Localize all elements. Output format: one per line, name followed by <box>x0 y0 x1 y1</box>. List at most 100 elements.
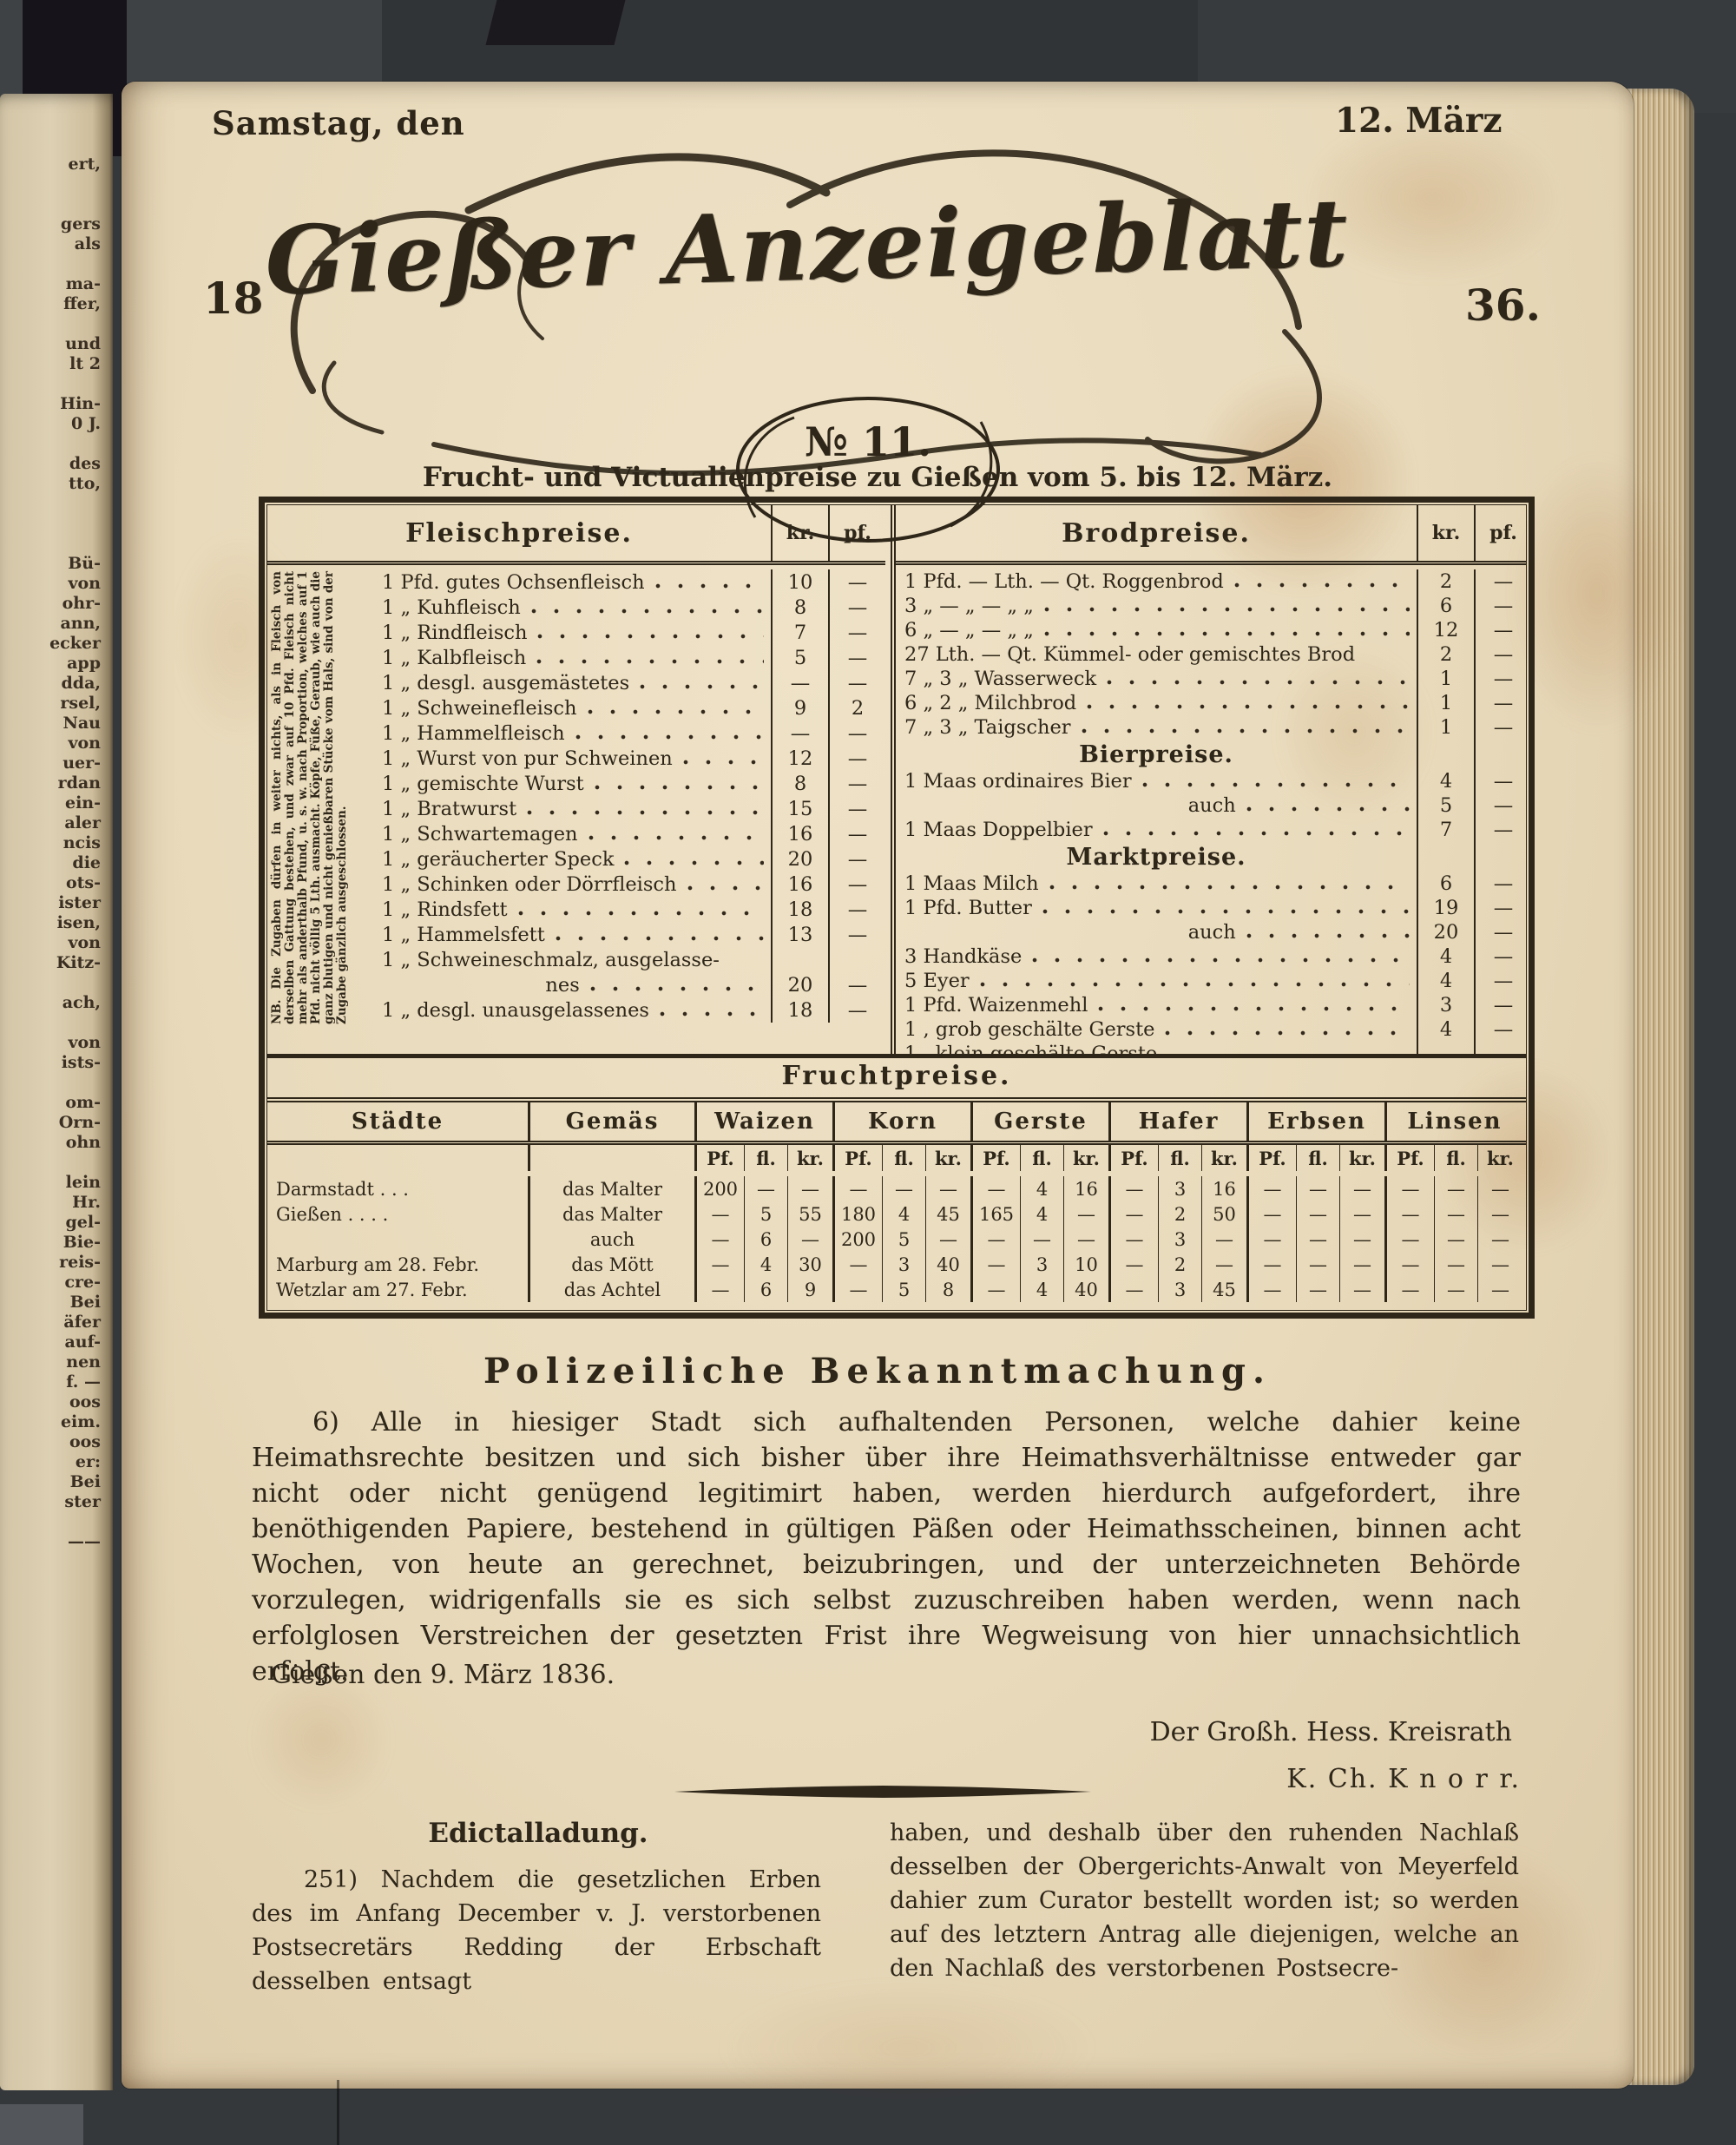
issue-flourish <box>736 397 1000 543</box>
col-grain: Korn <box>832 1102 970 1141</box>
year-right: 36. <box>1465 280 1541 331</box>
year-left: 18 <box>203 273 264 324</box>
dot-leader <box>1233 582 1410 589</box>
fruchtpreise-table: Städte Gemäs Waizen Korn Gerste Hafer Er… <box>267 1097 1526 1310</box>
markt-title: Marktpreise. <box>1066 843 1246 871</box>
price-row: 7 „ 3 „ Wasserweck 1— <box>896 667 1526 691</box>
dot-leader <box>1043 607 1410 614</box>
dot-leader <box>682 759 764 767</box>
price-row: 1 , klein geschälte Gerste — — <box>896 1042 1526 1054</box>
dot-leader <box>1042 909 1410 916</box>
price-row: 1 „ Kuhfleisch 8— <box>267 595 885 620</box>
price-row: 1 „ Schweinefleisch 9 2 <box>267 695 885 720</box>
col-gemaes: Gemäs <box>528 1102 694 1141</box>
dot-leader <box>1032 957 1410 964</box>
brod-header: Brodpreise. kr. pf. <box>896 505 1526 565</box>
price-row: 1 „ Rindsfett 18— <box>267 897 885 922</box>
dot-leader <box>687 885 764 892</box>
frucht-row: auch —6—200 5— — — — —3— — — — — — — <box>267 1227 1526 1252</box>
price-row: 27 Lth. — Qt. Kümmel- oder gemischtes Br… <box>896 642 1526 667</box>
dot-leader <box>587 708 764 716</box>
announcement-heading: Polizeiliche Bekanntmachung. <box>483 1351 1272 1392</box>
dot-leader <box>1246 806 1410 813</box>
dot-leader <box>979 982 1410 989</box>
stain <box>1371 1844 1597 2061</box>
dot-leader <box>1141 782 1410 789</box>
frucht-row: Marburg am 28. Febr. das Mött —4 30—3 40—3 1… <box>267 1252 1526 1277</box>
price-row: auch 20— <box>896 920 1526 944</box>
brodpreise-section: Brodpreise. kr. pf. 1 Pfd. — Lth. — Qt. … <box>891 505 1526 1054</box>
dot-leader <box>517 910 764 918</box>
background-seam <box>337 2080 339 2145</box>
signature-title: Der Großh. Hess. Kreisrath <box>1149 1717 1512 1747</box>
bier-title: Bierpreise. <box>1079 740 1233 768</box>
dot-leader <box>537 633 764 641</box>
price-row: 1 „ Kalbfleisch 5— <box>267 645 885 670</box>
price-row: 1 „ Wurst von pur Schweinen 12— <box>267 746 885 771</box>
dot-leader <box>1102 831 1410 838</box>
price-row: 3 „ — „ — „ „ 6— <box>896 594 1526 618</box>
dot-leader <box>527 809 764 817</box>
kr-column-header: kr. <box>771 505 828 561</box>
dot-leader <box>1043 631 1410 638</box>
subtitle: Frucht- und Victualienpreise zu Gießen v… <box>422 462 1333 493</box>
dot-leader <box>659 1010 764 1018</box>
price-row: 6 „ — „ — „ „ 12— <box>896 618 1526 642</box>
stain <box>720 1983 1094 2113</box>
dot-leader <box>589 985 764 993</box>
price-table-frame: Fleischpreise. kr. pf. NB. Die Zugaben d… <box>259 497 1535 1319</box>
price-row: 5 Eyer 4— <box>896 969 1526 993</box>
dot-leader <box>640 683 764 691</box>
edictal-heading: Edictalladung. <box>428 1818 648 1849</box>
dot-leader <box>1087 704 1410 711</box>
price-row: 1 „ Schinken oder Dörrfleisch 16— <box>267 872 885 897</box>
edictal-left-column: 251) Nachdem die gesetzlichen Erben des … <box>252 1866 821 1995</box>
price-row: 1 Maas Milch 6— <box>896 872 1526 896</box>
weekday-header: Samstag, den <box>212 104 465 142</box>
brod-title: Brodpreise. <box>1062 517 1251 549</box>
price-row: nes 20— <box>267 972 885 997</box>
price-row: 1 „ Schweineschmalz, ausgelasse- <box>267 947 885 972</box>
price-row: 1 „ geräucherter Speck 20— <box>267 846 885 872</box>
stain <box>1441 1063 1614 1253</box>
section-heading-row: Bierpreise. <box>896 740 1526 769</box>
dot-leader <box>555 935 764 943</box>
price-row: 1 „ Schwartemagen 16— <box>267 821 885 846</box>
dot-leader <box>536 658 764 666</box>
price-row: 1 „ gemischte Wurst 8— <box>267 771 885 796</box>
dot-leader <box>1049 885 1410 892</box>
stain <box>1510 455 1684 733</box>
dot-leader <box>1081 728 1410 735</box>
pf-column-header: pf. <box>1474 505 1526 561</box>
stain <box>252 1670 391 1809</box>
section-divider <box>674 1786 1091 1798</box>
stain <box>1302 116 1562 281</box>
dot-leader <box>1107 680 1410 687</box>
background-corner <box>0 2104 83 2145</box>
price-row: 1 „ Hammelfleisch — — <box>267 720 885 746</box>
nb-note: NB. Die Zugaben dürfen in weiter nichts,… <box>270 571 349 1024</box>
col-staedte: Städte <box>351 1109 444 1135</box>
edictal-right-column: haben, und deshalb über den ruhenden Nac… <box>890 1819 1519 1982</box>
fleisch-rows: 1 Pfd. gutes Ochsenfleisch 10— 1 „ Kuhfle… <box>267 565 885 1023</box>
price-row: 1 Pfd. Butter 19— <box>896 896 1526 920</box>
price-row: 7 „ 3 „ Taigscher 1— <box>896 715 1526 740</box>
price-table-upper: Fleischpreise. kr. pf. NB. Die Zugaben d… <box>267 505 1526 1058</box>
price-row: 1 „ Rindfleisch 7— <box>267 620 885 645</box>
frucht-subheader-row: Pf. fl. kr. Pf. fl. kr. Pf. fl. kr. Pf. fl. kr. … <box>267 1145 1526 1171</box>
frucht-row: Darmstadt . . . das Malter 200— — — — — —4 16—3… <box>267 1176 1526 1201</box>
price-row: 1 Pfd. Waizenmehl 3— <box>896 993 1526 1017</box>
col-grain: Waizen <box>694 1102 832 1141</box>
price-row: 1 „ desgl. unausgelassenes 18— <box>267 997 885 1023</box>
date-header: 12. März <box>1335 101 1503 141</box>
price-row: 1 Pfd. gutes Ochsenfleisch 10— <box>267 569 885 595</box>
col-grain: Gerste <box>970 1102 1108 1141</box>
issue-number-cartouche: № 11. <box>729 387 1007 552</box>
price-row: 1 Pfd. — Lth. — Qt. Roggenbrod 2— <box>896 569 1526 594</box>
announcement-body: 6) Alle in hiesiger Stadt sich aufhalten… <box>252 1407 1521 1687</box>
newspaper-page: Samstag, den 12. März Gießer Anzeigeblat… <box>122 82 1684 2113</box>
dot-leader <box>654 582 764 590</box>
price-row: 6 „ 2 „ Milchbrod 1— <box>896 691 1526 715</box>
price-row: 1 „ Bratwurst 15— <box>267 796 885 821</box>
price-row: auch 5— <box>896 793 1526 818</box>
